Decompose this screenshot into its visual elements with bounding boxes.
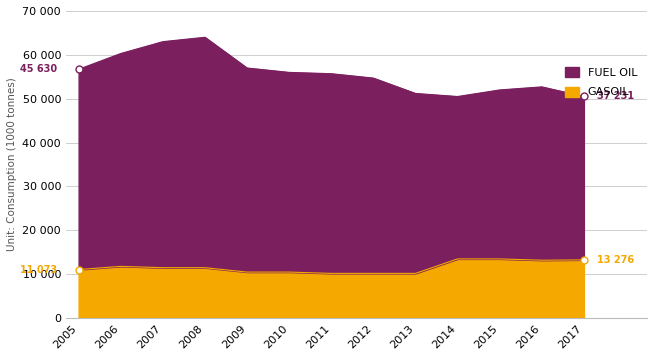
Text: 37 231: 37 231 (596, 91, 634, 101)
Y-axis label: Unit: Consumption (1000 tonnes): Unit: Consumption (1000 tonnes) (7, 78, 17, 251)
Text: 13 276: 13 276 (596, 255, 634, 265)
Legend: FUEL OIL, GASOIL: FUEL OIL, GASOIL (561, 62, 642, 102)
Text: 45 630: 45 630 (20, 64, 58, 74)
Text: 11 073: 11 073 (20, 265, 58, 275)
